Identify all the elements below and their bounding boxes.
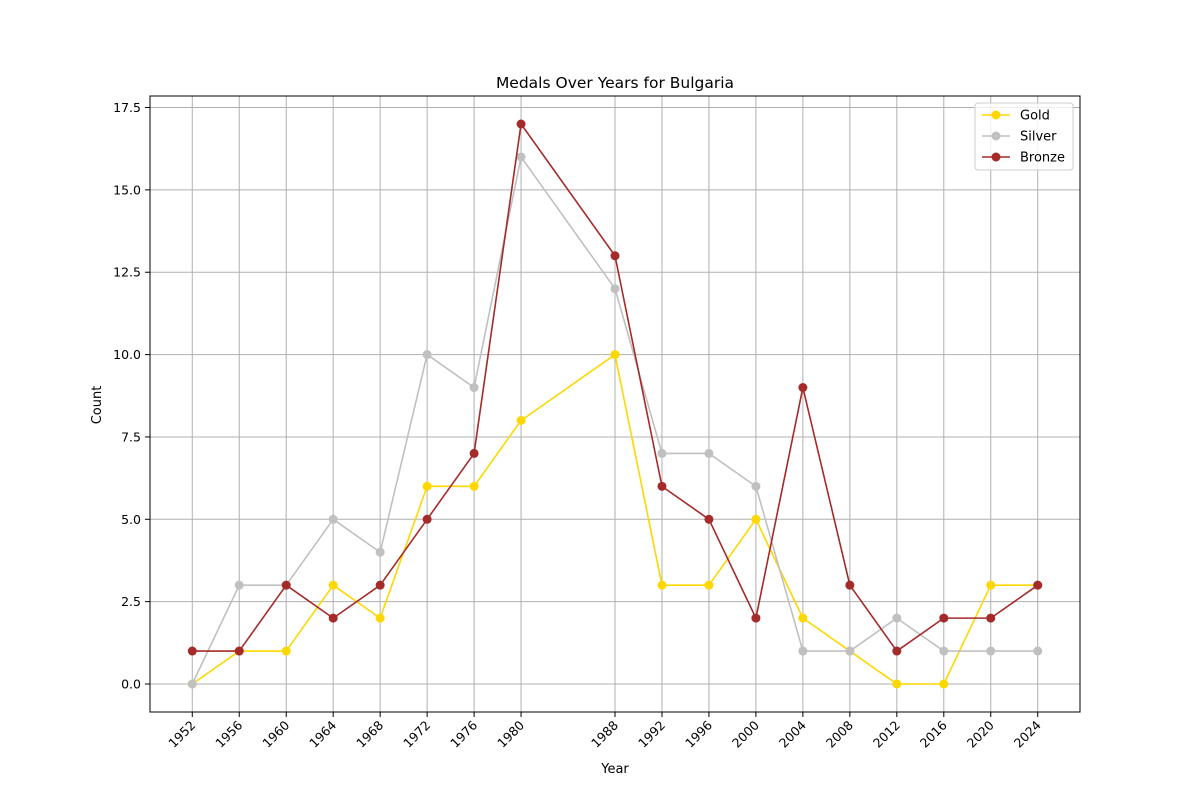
data-point-gold xyxy=(516,415,526,425)
x-tick-label: 1980 xyxy=(494,717,527,750)
x-tick-label: 2016 xyxy=(917,717,950,750)
legend-item-silver: Silver xyxy=(982,130,1057,145)
x-tick-label: 1976 xyxy=(447,717,480,750)
data-point-bronze xyxy=(375,580,385,590)
series-layer xyxy=(187,119,1043,689)
legend-item-gold: Gold xyxy=(982,109,1050,124)
grid xyxy=(150,96,1080,712)
series-bronze xyxy=(187,119,1043,656)
x-axis-ticks: 1952 1956 1960 1964 1968 1972 1976 1980 1988 1992… xyxy=(165,712,1044,751)
data-point-gold xyxy=(469,481,479,491)
x-tick-label: 1960 xyxy=(259,717,292,750)
x-tick-label: 1956 xyxy=(212,717,245,750)
legend-marker xyxy=(991,110,1001,120)
y-tick-label: 7.5 xyxy=(121,429,141,444)
y-tick-label: 2.5 xyxy=(121,594,141,609)
data-point-bronze xyxy=(281,580,291,590)
legend: Gold Silver Bronze xyxy=(974,102,1074,171)
data-point-silver xyxy=(610,284,620,294)
data-point-bronze xyxy=(469,448,479,458)
legend-box xyxy=(974,102,1074,171)
series-line-bronze xyxy=(192,123,1039,652)
y-tick-label: 10.0 xyxy=(113,347,141,362)
data-point-silver xyxy=(1033,646,1043,656)
x-tick-label: 1988 xyxy=(588,717,621,750)
series-line-gold xyxy=(191,353,1038,685)
data-point-silver xyxy=(375,547,385,557)
x-tick-label: 1996 xyxy=(682,717,715,750)
data-point-silver xyxy=(657,448,667,458)
data-point-gold xyxy=(986,580,996,590)
data-point-bronze xyxy=(516,119,526,129)
data-point-gold xyxy=(939,679,949,689)
data-point-silver xyxy=(422,350,432,360)
data-point-silver xyxy=(845,646,855,656)
data-point-silver xyxy=(798,646,808,656)
data-point-silver xyxy=(328,514,338,524)
data-point-gold xyxy=(610,350,620,360)
data-point-silver xyxy=(986,646,996,656)
y-tick-label: 17.5 xyxy=(113,100,141,115)
x-tick-label: 1972 xyxy=(400,718,433,751)
x-tick-label: 2004 xyxy=(776,717,809,750)
x-tick-label: 2000 xyxy=(729,717,762,750)
chart-title: Medals Over Years for Bulgaria xyxy=(496,74,734,92)
x-tick-label: 2012 xyxy=(870,718,903,751)
data-point-gold xyxy=(375,613,385,623)
data-point-gold xyxy=(328,580,338,590)
data-point-gold xyxy=(751,514,761,524)
y-tick-label: 0.0 xyxy=(121,677,141,692)
legend-item-bronze: Bronze xyxy=(982,151,1065,166)
data-point-bronze xyxy=(704,514,714,524)
y-tick-label: 15.0 xyxy=(113,182,141,197)
legend-marker xyxy=(991,152,1001,162)
x-tick-label: 2024 xyxy=(1011,717,1044,750)
data-point-bronze xyxy=(939,613,949,623)
data-point-bronze xyxy=(422,514,432,524)
data-point-bronze xyxy=(234,646,244,656)
data-point-bronze xyxy=(845,580,855,590)
data-point-silver xyxy=(892,613,902,623)
data-point-bronze xyxy=(610,251,620,261)
data-point-gold xyxy=(281,646,291,656)
x-tick-label: 1968 xyxy=(353,717,386,750)
legend-label: Silver xyxy=(1020,130,1057,145)
data-point-bronze xyxy=(751,613,761,623)
x-axis-title: Year xyxy=(600,762,629,777)
data-point-gold xyxy=(704,580,714,590)
data-point-gold xyxy=(892,679,902,689)
data-point-bronze xyxy=(1033,580,1043,590)
data-point-gold xyxy=(798,613,808,623)
data-point-bronze xyxy=(328,613,338,623)
y-tick-label: 5.0 xyxy=(121,512,141,527)
data-point-silver xyxy=(234,580,244,590)
data-point-silver xyxy=(704,448,714,458)
data-point-gold xyxy=(422,481,432,491)
y-tick-label: 12.5 xyxy=(113,265,141,280)
data-point-silver xyxy=(187,679,197,689)
data-point-silver xyxy=(751,481,761,491)
legend-label: Gold xyxy=(1020,109,1050,124)
y-axis-title: Count xyxy=(90,386,105,425)
data-point-silver xyxy=(939,646,949,656)
data-point-bronze xyxy=(187,646,197,656)
x-tick-label: 2020 xyxy=(964,717,997,750)
data-point-bronze xyxy=(986,613,996,623)
data-point-bronze xyxy=(892,646,902,656)
x-tick-label: 1992 xyxy=(635,718,668,751)
x-tick-label: 1964 xyxy=(306,717,339,750)
data-point-silver xyxy=(516,152,526,162)
data-point-silver xyxy=(469,383,479,393)
data-point-bronze xyxy=(798,383,808,393)
legend-marker xyxy=(991,131,1001,141)
data-point-gold xyxy=(657,580,667,590)
x-tick-label: 1952 xyxy=(165,718,198,751)
legend-label: Bronze xyxy=(1020,151,1065,166)
x-tick-label: 2008 xyxy=(823,717,856,750)
y-axis-ticks: 0.0 2.5 5.0 7.5 10.0 12.5 15.0 17.5 xyxy=(113,100,150,692)
data-point-bronze xyxy=(657,481,667,491)
